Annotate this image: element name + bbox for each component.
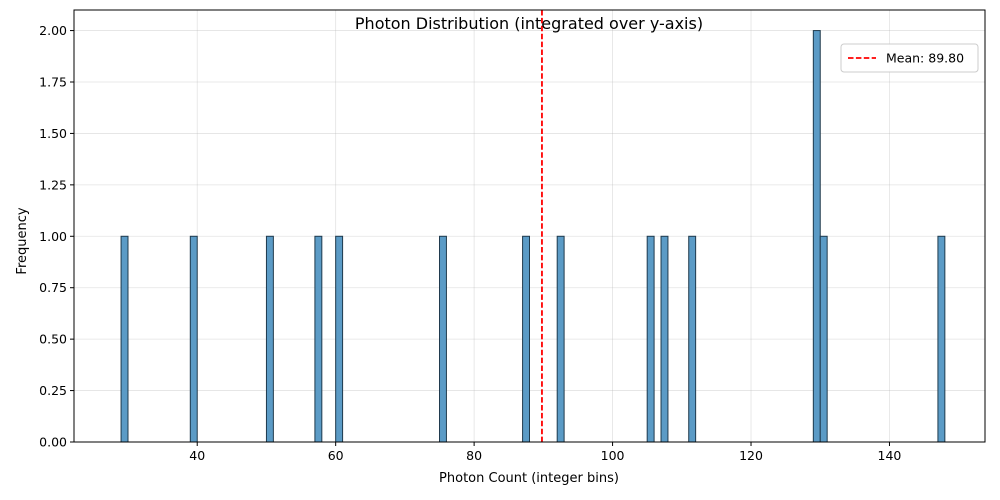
histogram-bar xyxy=(556,235,565,443)
y-tick-label: 1.50 xyxy=(39,126,67,141)
histogram-bar xyxy=(522,235,531,443)
histogram-bar xyxy=(660,235,669,443)
x-axis-ticks: 40 60 80 100 120 140 xyxy=(189,442,901,463)
histogram-bar xyxy=(819,235,828,443)
x-tick-label: 100 xyxy=(601,448,625,463)
x-tick-label: 140 xyxy=(878,448,902,463)
x-tick-label: 40 xyxy=(189,448,205,463)
legend-mean-label: Mean: 89.80 xyxy=(886,51,964,66)
x-tick-label: 80 xyxy=(466,448,482,463)
y-axis-label: Frequency xyxy=(15,207,30,274)
histogram-bar xyxy=(189,235,198,443)
y-tick-label: 2.00 xyxy=(39,23,67,38)
x-tick-label: 120 xyxy=(739,448,763,463)
histogram-bar xyxy=(439,235,447,443)
histogram-bar xyxy=(937,235,946,443)
y-tick-label: 1.00 xyxy=(39,229,67,244)
x-tick-label: 60 xyxy=(328,448,344,463)
legend-box xyxy=(840,43,979,73)
y-tick-label: 0.00 xyxy=(39,435,67,450)
histogram-bar xyxy=(646,235,655,443)
y-tick-label: 0.75 xyxy=(39,280,67,295)
histogram-bar xyxy=(265,235,274,443)
legend: Mean: 89.80 xyxy=(840,43,979,73)
y-tick-label: 1.75 xyxy=(39,75,67,90)
plot-frame xyxy=(73,9,986,443)
chart-title: Photon Distribution (integrated over y-a… xyxy=(355,14,703,33)
histogram-bar xyxy=(314,235,323,443)
histogram-bar xyxy=(812,30,821,443)
histogram-bar xyxy=(120,235,129,443)
grid-layer xyxy=(74,10,985,443)
y-tick-label: 1.25 xyxy=(39,177,67,192)
bars-layer xyxy=(120,30,946,443)
y-axis-ticks: 0.00 0.25 0.50 0.75 1.00 1.25 1.50 1.75 2.00 xyxy=(39,23,74,450)
y-tick-label: 0.25 xyxy=(39,383,67,398)
x-axis-label: Photon Count (integer bins) xyxy=(439,471,619,486)
histogram-bar xyxy=(688,235,697,443)
y-tick-label: 0.50 xyxy=(39,332,67,347)
histogram-bar xyxy=(335,235,344,443)
